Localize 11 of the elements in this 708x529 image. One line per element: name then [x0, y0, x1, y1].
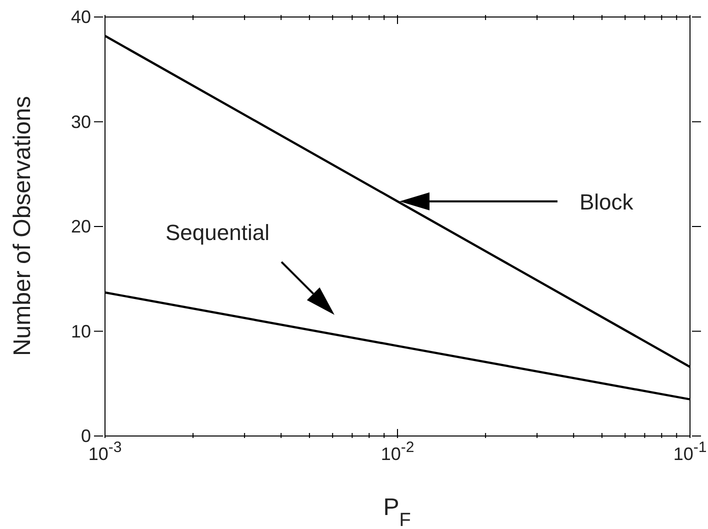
y-tick-label: 0 [80, 426, 91, 446]
y-tick-label: 30 [70, 112, 91, 132]
annotation: Sequential [166, 220, 270, 245]
y-axis-title: Number of Observations [9, 96, 36, 356]
x-axis-title: P$_{F}$ [383, 494, 411, 529]
y-tick-label: 40 [70, 7, 91, 27]
x-tick-label: 10$^{-1}$ [673, 438, 707, 464]
annotation: Block [580, 189, 634, 214]
y-tick-label: 20 [70, 216, 91, 236]
y-tick-label: 10 [70, 321, 91, 342]
x-tick-label: 10$^{-2}$ [380, 438, 414, 464]
